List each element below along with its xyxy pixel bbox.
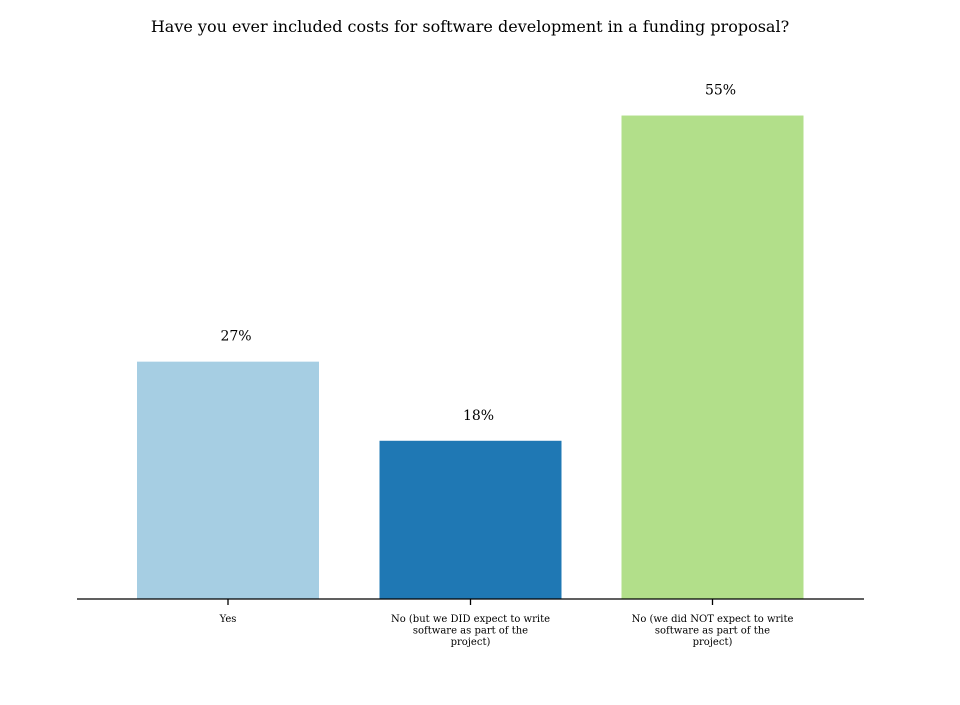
x-tick-label-1: Yes — [219, 614, 237, 625]
data-label-2: 18% — [463, 408, 494, 424]
bar-2 — [379, 440, 562, 599]
x-tick-label-2: No (but we DID expect to write software a… — [391, 614, 550, 648]
chart-title: Have you ever included costs for softwar… — [151, 17, 789, 36]
bars-group — [137, 115, 804, 599]
data-labels-group: 27% 18% 55% — [220, 83, 736, 424]
x-ticks-group: Yes No (but we DID expect to write softwar… — [219, 599, 794, 648]
data-label-3: 55% — [705, 83, 736, 99]
bar-3 — [621, 115, 804, 599]
x-tick-label-3: No (we did NOT expect to write software a… — [632, 614, 794, 648]
bar-1 — [137, 361, 319, 599]
data-label-1: 27% — [220, 329, 251, 345]
